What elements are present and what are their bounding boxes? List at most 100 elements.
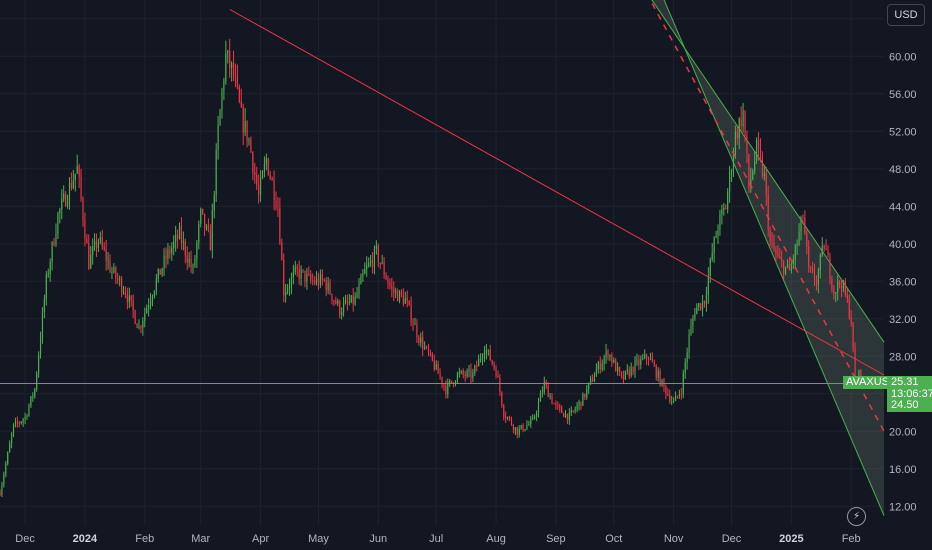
time-tick-label: 2024 (73, 533, 98, 545)
candle-body (72, 180, 74, 188)
time-tick-label: Dec (722, 533, 742, 545)
candle-body (325, 280, 327, 291)
channel-fill (651, 0, 884, 516)
channel-drawing[interactable] (614, 0, 885, 516)
candle-body (499, 377, 501, 392)
candle-body (146, 308, 148, 314)
candle-body (321, 274, 323, 280)
candle-body (148, 305, 150, 309)
candle-body (815, 281, 818, 285)
currency-button[interactable]: USD (887, 4, 925, 26)
time-axis[interactable]: Dec 2024 Feb Mar Apr May Jun Jul Aug Sep Oct Nov Dec… (15, 533, 860, 545)
candle-body (470, 369, 472, 378)
candle-body (441, 376, 443, 385)
candle-body (590, 378, 592, 383)
candle-body (317, 278, 320, 285)
candle-body (576, 405, 578, 410)
candle-body (182, 241, 184, 243)
candle-body (231, 62, 233, 68)
candle-body (408, 300, 410, 305)
candle-body (14, 421, 17, 424)
candle-body (663, 379, 665, 387)
candle-body (219, 110, 221, 126)
candle-body (319, 274, 321, 285)
candle-body (217, 125, 219, 150)
candle-body (563, 413, 565, 418)
candle-body (640, 358, 642, 365)
candle-body (742, 110, 744, 127)
candle-body (269, 174, 271, 178)
candle-body (327, 282, 329, 291)
candle-body (783, 261, 785, 274)
lightning-icon[interactable]: ⚡ (847, 507, 866, 526)
candle-body (256, 175, 258, 186)
candle-body (117, 278, 119, 280)
candle-body (813, 271, 816, 282)
candle-body (738, 118, 740, 139)
candle-body (93, 240, 96, 247)
candle-body (667, 394, 669, 396)
candle-body (254, 172, 256, 176)
candle-body (688, 334, 690, 353)
candle-body (620, 372, 623, 376)
time-tick-label: Nov (664, 533, 684, 545)
candle-body (78, 165, 80, 177)
trend-drawings[interactable] (0, 0, 885, 432)
candle-body (713, 237, 715, 253)
candle-body (561, 407, 563, 414)
candle-body (202, 208, 204, 214)
candle-body (684, 362, 686, 374)
candle-body (703, 300, 706, 305)
candles (0, 38, 864, 497)
candle-body (186, 255, 188, 263)
candle-body (655, 365, 657, 378)
candle-body (39, 338, 42, 356)
candle-body (364, 268, 366, 274)
candle-body (51, 242, 53, 263)
candle-body (356, 293, 358, 297)
candle-body (480, 358, 482, 360)
candle-body (28, 405, 30, 416)
candle-body (719, 213, 721, 230)
candle-body (277, 207, 279, 209)
candle-body (817, 270, 819, 285)
candle-body (537, 401, 540, 413)
candle-body (466, 371, 468, 377)
channel-upper-line (651, 0, 885, 343)
candle-body (422, 337, 424, 349)
candle-body (680, 394, 682, 396)
price-axis[interactable]: 64.0060.0056.0052.0048.0044.0040.0036.00… (889, 14, 917, 514)
candle-body (184, 241, 186, 256)
candle-body (646, 354, 648, 360)
candle-body (773, 242, 775, 250)
candle-body (535, 412, 538, 417)
candle-body (698, 303, 700, 308)
candle-body (483, 352, 486, 358)
candle-body (288, 286, 291, 289)
candle-body (400, 291, 403, 295)
candle-body (63, 193, 65, 200)
candle-body (661, 379, 663, 386)
candle-body (61, 199, 63, 210)
candle-body (329, 282, 331, 295)
candle-body (66, 201, 69, 207)
candle-body (674, 395, 677, 402)
candle-body (777, 253, 779, 256)
candle-body (92, 246, 94, 255)
candle-body (119, 278, 121, 280)
candle-body (169, 249, 171, 254)
candle-body (418, 337, 420, 343)
candle-body (377, 245, 379, 263)
time-tick-label: Jun (369, 533, 387, 545)
candle-body (285, 291, 287, 296)
candle-body (310, 274, 312, 281)
candle-body (584, 393, 586, 398)
candle-body (518, 428, 520, 435)
candle-body (88, 243, 90, 269)
candle-body (283, 260, 285, 296)
candle-body (55, 234, 57, 245)
candle-body (730, 171, 733, 173)
candle-body (597, 362, 599, 370)
candle-body (696, 307, 698, 315)
